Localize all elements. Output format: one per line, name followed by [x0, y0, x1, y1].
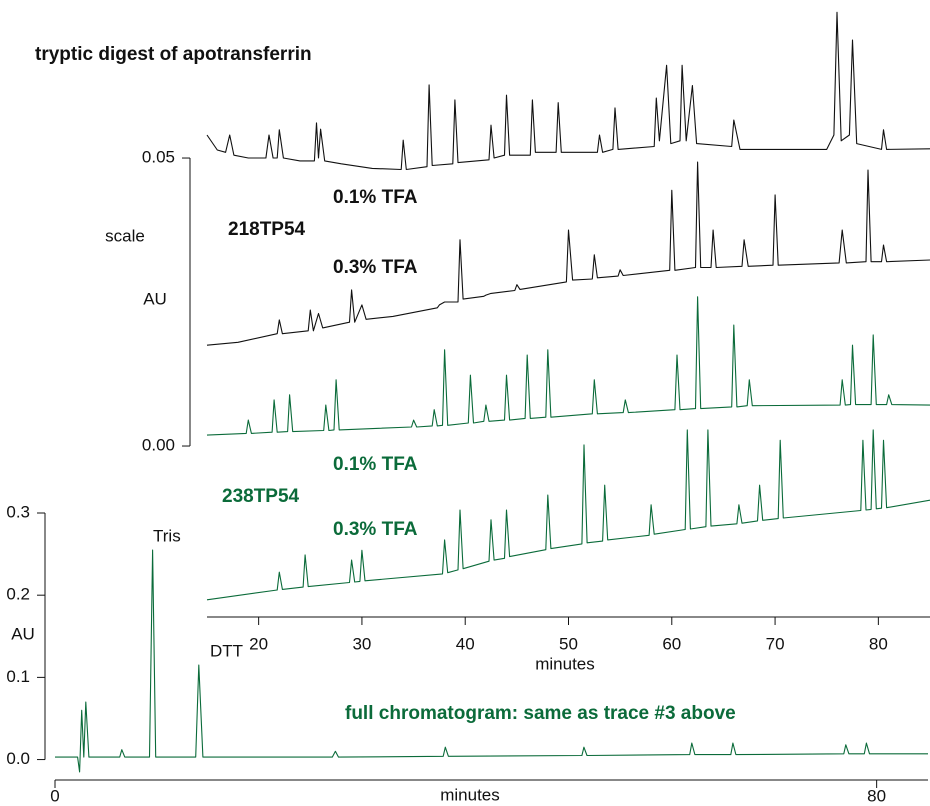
y-tick-label: 0.2 [6, 585, 30, 604]
trace [206, 161, 930, 346]
y-tick-label: 0.1 [6, 667, 30, 686]
x-tick-label: 80 [867, 786, 886, 805]
x-axis-label: minutes [535, 654, 595, 673]
y-axis-label: AU [11, 624, 35, 643]
x-tick-label: 70 [766, 634, 785, 653]
annotation: Tris [153, 526, 181, 545]
x-tick-label: 0 [50, 786, 59, 805]
y-tick-label: 0.00 [142, 436, 175, 455]
y-tick-label: 0.05 [142, 148, 175, 167]
annotation: 238TP54 [222, 486, 300, 507]
y-axis-label: scale [105, 226, 145, 245]
trace [206, 296, 930, 436]
x-tick-label: 30 [352, 634, 371, 653]
x-tick-label: 40 [456, 634, 475, 653]
trace [206, 429, 930, 601]
annotation: 0.1% TFA [333, 187, 418, 208]
annotation: full chromatogram: same as trace #3 abov… [345, 703, 736, 724]
trace [206, 11, 930, 171]
annotation: 0.3% TFA [333, 519, 418, 540]
x-tick-label: 80 [869, 634, 888, 653]
annotation: 0.1% TFA [333, 454, 418, 475]
y-axis-unit: AU [143, 289, 167, 308]
annotation: 218TP54 [228, 219, 306, 240]
y-tick-label: 0.0 [6, 749, 30, 768]
x-tick-label: 50 [559, 634, 578, 653]
y-tick-label: 0.3 [6, 502, 30, 521]
x-axis-label: minutes [440, 785, 500, 804]
chart-title: tryptic digest of apotransferrin [35, 44, 312, 65]
x-tick-label: 20 [249, 634, 268, 653]
x-tick-label: 60 [662, 634, 681, 653]
trace [55, 549, 928, 773]
annotation: 0.3% TFA [333, 257, 418, 278]
annotation: DTT [210, 641, 243, 660]
